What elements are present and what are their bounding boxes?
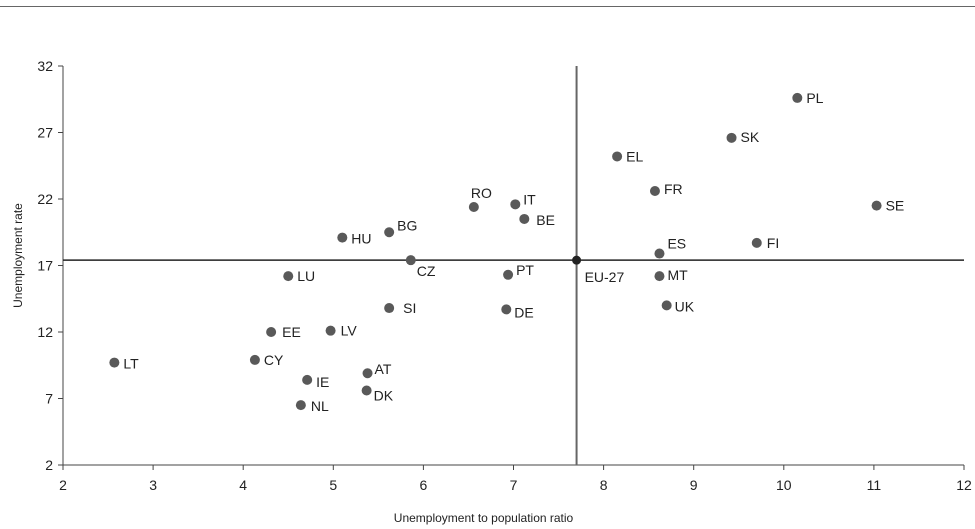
- y-tick-label: 32: [37, 58, 53, 74]
- x-tick-label: 6: [420, 477, 428, 493]
- point-label-fr: FR: [664, 181, 683, 197]
- point-label-es: ES: [667, 236, 686, 252]
- data-point-lt: [109, 357, 120, 368]
- data-point-lu: [283, 271, 294, 282]
- point-label-el: EL: [626, 148, 643, 164]
- point-label-cy: CY: [264, 352, 284, 368]
- data-point-se: [871, 200, 882, 211]
- x-ticks: 2 3 4 5 6 7 8 9 10 11 12: [59, 465, 972, 493]
- data-point-dk: [361, 385, 372, 396]
- x-tick-label: 12: [956, 477, 972, 493]
- data-point-ro: [468, 201, 479, 212]
- data-point-nl: [295, 400, 306, 411]
- point-label-fi: FI: [767, 235, 779, 251]
- data-point-ie: [302, 374, 313, 385]
- point-label-dk: DK: [374, 388, 394, 404]
- y-tick-label: 7: [45, 391, 53, 407]
- data-point-es: [654, 248, 665, 259]
- data-point-si: [384, 303, 395, 314]
- point-label-hu: HU: [351, 231, 371, 247]
- point-label-lv: LV: [341, 323, 358, 339]
- x-tick-label: 7: [510, 477, 518, 493]
- data-point-eu-27: [572, 255, 582, 265]
- data-point-ee: [266, 327, 277, 337]
- point-label-uk: UK: [675, 298, 695, 314]
- data-point-cy: [249, 354, 260, 365]
- y-tick-label: 17: [37, 258, 53, 274]
- point-label-it: IT: [523, 191, 536, 207]
- y-tick-label: 27: [37, 125, 53, 141]
- point-label-nl: NL: [311, 398, 329, 414]
- x-tick-label: 9: [690, 477, 698, 493]
- y-axis-title: Unemployment rate: [11, 203, 25, 308]
- point-label-de: DE: [514, 304, 533, 320]
- data-point-pl: [792, 92, 803, 103]
- axes: [62, 66, 964, 466]
- point-label-pl: PL: [806, 90, 823, 106]
- point-label-pt: PT: [516, 262, 534, 278]
- data-point-lv: [325, 325, 336, 336]
- point-label-lu: LU: [297, 268, 315, 284]
- x-tick-label: 3: [149, 477, 157, 493]
- x-tick-label: 10: [776, 477, 792, 493]
- point-label-si: SI: [403, 300, 416, 316]
- data-point-sk: [726, 132, 737, 143]
- point-label-be: BE: [536, 212, 555, 228]
- point-label-cz: CZ: [417, 263, 436, 279]
- x-tick-label: 5: [329, 477, 337, 493]
- x-tick-label: 2: [59, 477, 67, 493]
- point-label-se: SE: [886, 198, 905, 214]
- point-label-lt: LT: [123, 356, 139, 372]
- x-tick-label: 11: [867, 477, 882, 493]
- point-label-ro: RO: [471, 185, 492, 201]
- point-label-eu-27: EU-27: [585, 269, 625, 285]
- data-point-fi: [751, 237, 762, 248]
- data-point-be: [519, 213, 530, 224]
- data-point-mt: [654, 271, 665, 282]
- data-point-it: [510, 199, 521, 210]
- point-label-ie: IE: [316, 374, 329, 390]
- point-label-sk: SK: [741, 129, 760, 145]
- data-point-pt: [503, 269, 514, 280]
- data-points: PL SK EL FR SE IT RO BE BG HU FI ES EU-27 CZ LU PT MT UK S…: [109, 90, 904, 414]
- x-axis-title: Unemployment to population ratio: [394, 511, 574, 525]
- point-label-mt: MT: [667, 267, 688, 283]
- point-label-ee: EE: [282, 324, 301, 340]
- reference-lines: [63, 66, 964, 465]
- data-point-bg: [384, 227, 395, 238]
- y-tick-label: 22: [37, 191, 53, 207]
- y-tick-label: 2: [45, 457, 53, 473]
- data-point-hu: [337, 232, 348, 243]
- data-point-at: [362, 368, 373, 379]
- data-point-el: [612, 151, 623, 162]
- top-rule: [0, 6, 975, 7]
- x-tick-label: 8: [600, 477, 608, 493]
- data-point-fr: [649, 186, 660, 197]
- y-tick-label: 12: [37, 324, 53, 340]
- point-label-bg: BG: [397, 217, 417, 233]
- point-label-at: AT: [375, 361, 392, 377]
- data-point-uk: [661, 300, 672, 311]
- data-point-de: [501, 304, 512, 315]
- x-tick-label: 4: [239, 477, 247, 493]
- data-point-cz: [405, 255, 416, 266]
